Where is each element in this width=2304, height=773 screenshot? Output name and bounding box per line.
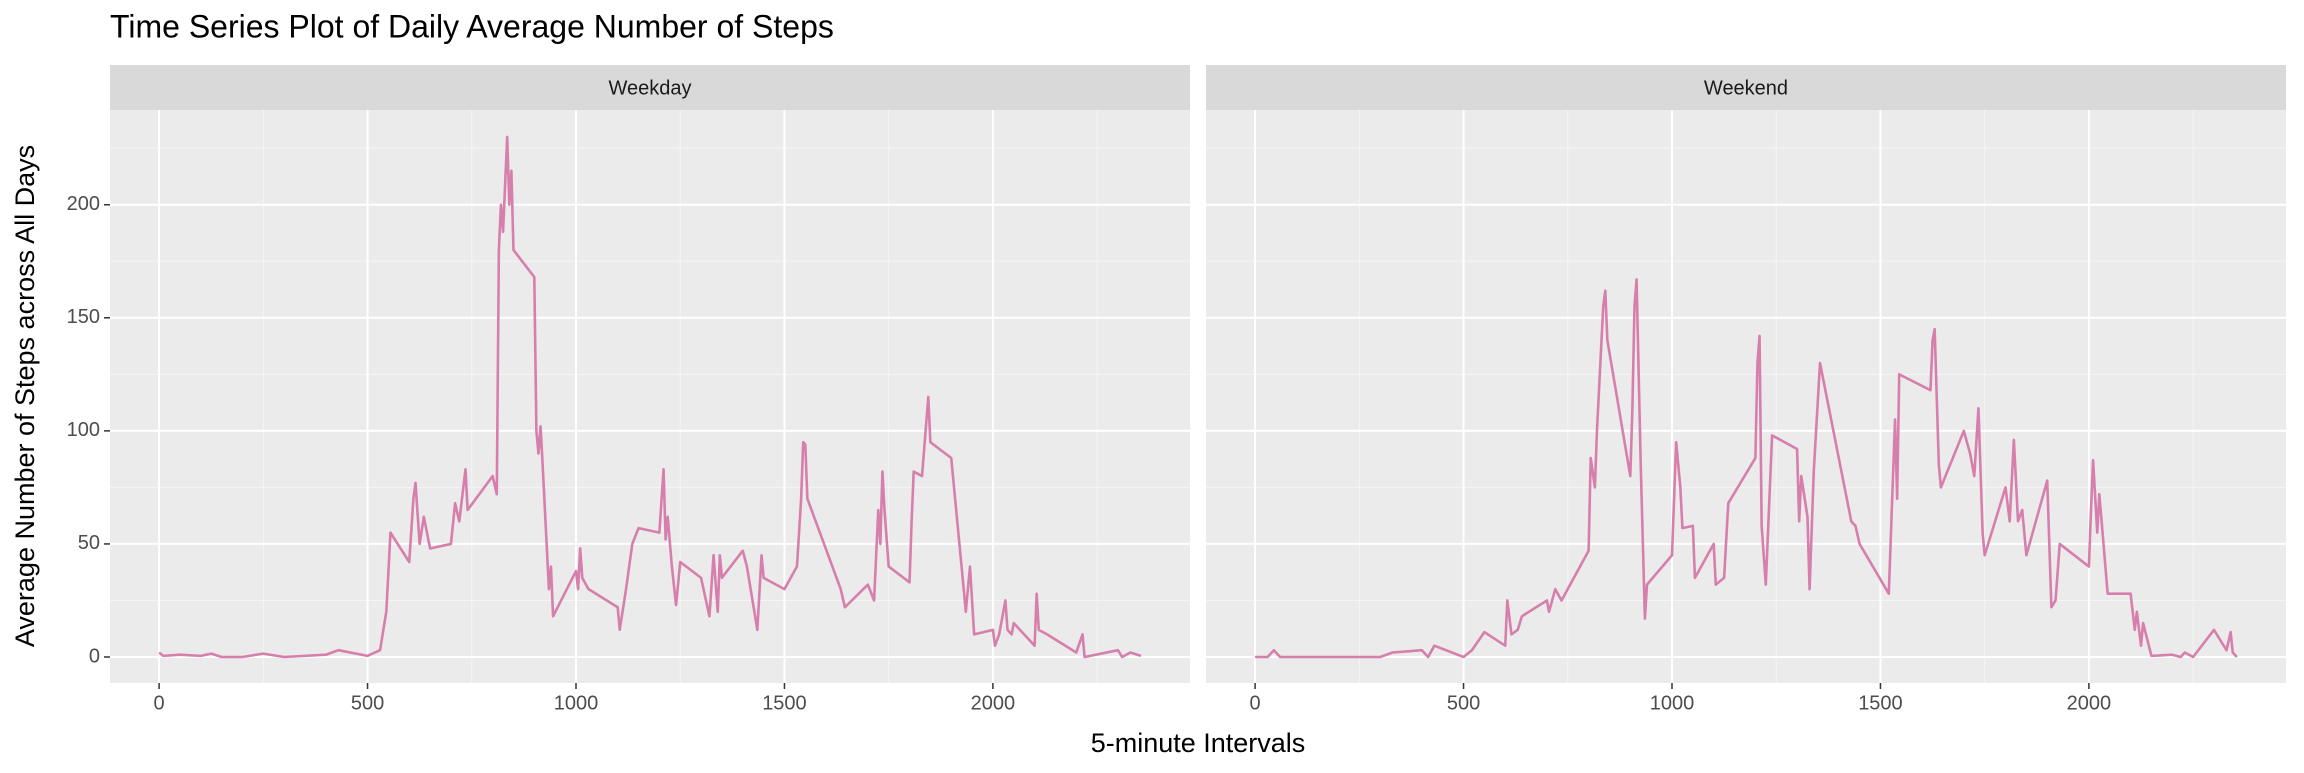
x-tick-label: 1000 <box>1650 692 1695 714</box>
x-tick-label: 1500 <box>1858 692 1903 714</box>
y-tick-label: 150 <box>67 306 100 328</box>
data-line <box>1255 278 2238 659</box>
chart-title: Time Series Plot of Daily Average Number… <box>110 8 834 44</box>
x-tick-label: 0 <box>154 692 165 714</box>
panel-background <box>1206 110 2286 683</box>
x-tick-label: 1000 <box>554 692 599 714</box>
x-tick-label: 0 <box>1250 692 1261 714</box>
x-tick-label: 500 <box>351 692 384 714</box>
y-tick-label: 100 <box>67 419 100 441</box>
strip-label: Weekend <box>1704 77 1788 99</box>
y-axis-label: Average Number of Steps across All Days <box>10 145 40 647</box>
data-line <box>158 135 1142 659</box>
x-tick-label: 2000 <box>971 692 1016 714</box>
y-tick-label: 50 <box>78 532 100 554</box>
strip <box>110 65 1190 110</box>
x-axis-label: 5-minute Intervals <box>1091 728 1306 758</box>
y-tick-label: 0 <box>89 645 100 667</box>
strip-label: Weekday <box>608 77 691 99</box>
x-tick-label: 1500 <box>762 692 807 714</box>
strip <box>1206 65 2286 110</box>
y-tick-label: 200 <box>67 193 100 215</box>
panel-background <box>110 110 1190 683</box>
x-tick-label: 500 <box>1447 692 1480 714</box>
x-tick-label: 2000 <box>2067 692 2112 714</box>
